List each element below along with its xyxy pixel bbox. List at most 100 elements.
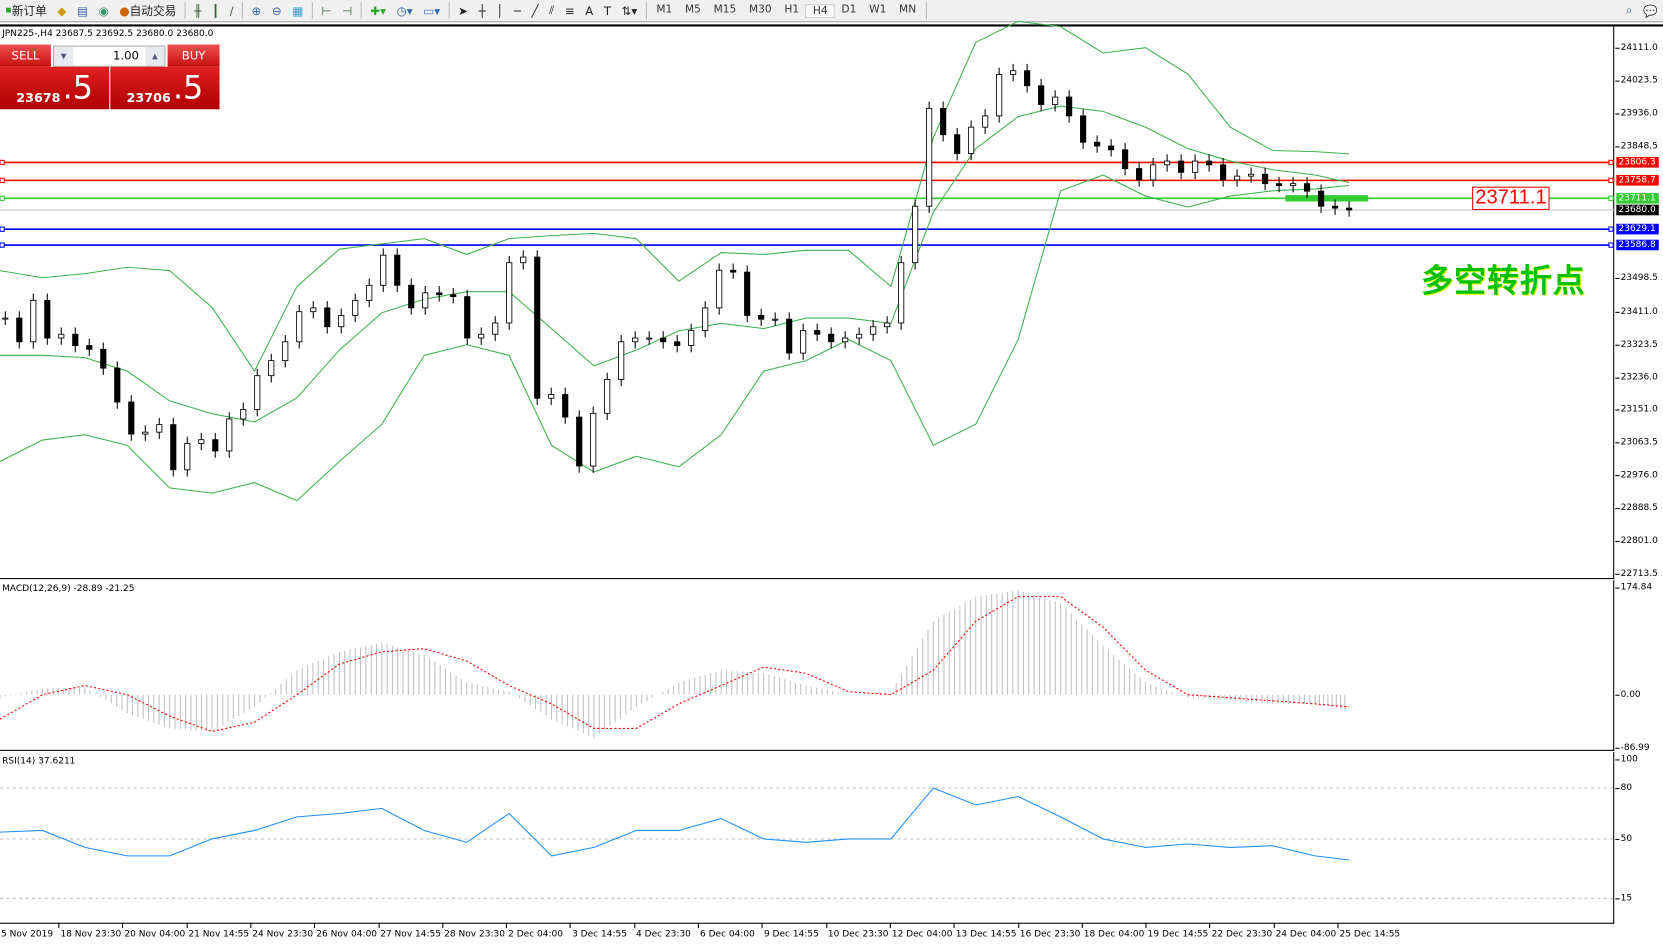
pivot-price-label[interactable]: 23711.1 [1472, 186, 1550, 210]
candle [1066, 96, 1073, 117]
tile-windows-icon[interactable]: ▦ [292, 3, 304, 18]
bar-chart-icon[interactable]: ╫ [194, 3, 202, 18]
signals-icon[interactable]: ◉ [98, 3, 109, 18]
time-tick-label: 16 Dec 23:30 [1017, 922, 1081, 940]
candle [394, 254, 401, 286]
candle [324, 307, 331, 328]
candle [72, 333, 79, 346]
timeframe-mn[interactable]: MN [899, 3, 917, 16]
axis-tick [1615, 344, 1620, 346]
rsi-axis[interactable]: 100 80 50 15 [1615, 752, 1663, 924]
zoom-in-icon[interactable]: ⊕ [251, 3, 262, 18]
axis-tick [1615, 113, 1620, 115]
timeframe-w1[interactable]: W1 [869, 3, 887, 16]
lot-size-input[interactable]: ▼ 1.00 ▲ [53, 45, 166, 67]
candle [1206, 160, 1213, 166]
fibonacci-icon[interactable]: ≡ [564, 3, 575, 18]
new-order-button[interactable]: ▪ 新订单 [5, 4, 47, 19]
axis-tick [1615, 540, 1620, 543]
text-icon[interactable]: A [585, 3, 594, 18]
candle [996, 74, 1003, 117]
text-label-icon[interactable]: T [603, 3, 612, 18]
indicators-icon[interactable]: ✚▾ [370, 3, 387, 18]
cursor-icon[interactable]: ➤ [458, 3, 468, 18]
chart-header: JPN225-,H4 23687.5 23692.5 23680.0 23680… [2, 28, 214, 40]
chart-shift-icon[interactable]: ⊢ [321, 3, 332, 18]
time-tick-label: 2 Dec 04:00 [506, 922, 564, 940]
candle [1024, 70, 1031, 87]
price-tag-resistance: 23758.7 [1616, 175, 1659, 186]
candle [1136, 168, 1143, 181]
vertical-line-icon[interactable]: │ [496, 3, 504, 18]
candle [926, 107, 933, 207]
templates-icon[interactable]: ▭▾ [423, 3, 441, 18]
candle [1010, 70, 1017, 75]
buy-button[interactable]: BUY [167, 44, 220, 67]
time-tick-label: 24 Nov 23:30 [250, 922, 314, 940]
rsi-pane[interactable] [0, 751, 1615, 924]
sell-button[interactable]: SELL [0, 44, 51, 67]
candle [968, 126, 975, 154]
candle [982, 115, 989, 128]
divider [360, 2, 362, 20]
time-tick-label: 10 Dec 23:30 [825, 922, 889, 940]
horizontal-line-icon[interactable]: ─ [513, 3, 521, 18]
timeframe-m1[interactable]: M1 [656, 3, 673, 16]
trendline-icon[interactable]: ╱ [531, 3, 539, 18]
candle [954, 134, 961, 154]
timeframe-m30[interactable]: M30 [749, 3, 772, 16]
candle [58, 333, 65, 339]
time-tick-label: 20 Nov 04:00 [122, 922, 186, 940]
navigator-icon[interactable]: ▤ [76, 3, 89, 18]
candle [772, 318, 779, 321]
timeframe-d1[interactable]: D1 [841, 3, 857, 16]
axis-tick [1615, 442, 1620, 444]
autoscroll-icon[interactable]: ⊣ [342, 3, 353, 18]
lot-decrease-icon[interactable]: ▼ [54, 46, 74, 66]
price-axis[interactable]: 24111.0 24023.5 23936.0 23848.5 23498.5 23411… [1615, 27, 1663, 580]
candle [478, 333, 485, 339]
macd-pane[interactable] [0, 580, 1615, 751]
candlestick-icon[interactable]: ┃ [211, 3, 219, 18]
market-watch-icon[interactable]: ◆ [57, 3, 67, 18]
timeframe-h1[interactable]: H1 [784, 3, 800, 16]
pivot-annotation-text[interactable]: 多空转折点 [1421, 263, 1586, 301]
timeframe-h4[interactable]: H4 [805, 3, 836, 18]
equidistant-channel-icon[interactable]: ⫽ [549, 3, 555, 17]
chat-icon[interactable]: 💬 [1643, 3, 1658, 18]
macd-axis[interactable]: 174.84 0.00 -86.99 [1615, 580, 1663, 753]
candle [366, 284, 373, 301]
candle [534, 256, 541, 399]
candle [520, 256, 527, 264]
timeframe-m15[interactable]: M15 [713, 3, 737, 16]
divider [241, 2, 244, 20]
candle [1052, 96, 1059, 106]
arrows-icon[interactable]: ⇅▾ [621, 3, 638, 18]
rsi-line [0, 787, 1350, 861]
candle [198, 439, 205, 444]
candle [282, 341, 289, 362]
timeframe-m5[interactable]: M5 [684, 3, 701, 16]
candle [268, 360, 275, 377]
search-icon[interactable]: ⌕ [1626, 3, 1633, 17]
price-tag-current: 23680.0 [1616, 204, 1659, 216]
auto-trading-button[interactable]: ● 自动交易 [119, 3, 177, 19]
price-pane[interactable] [0, 26, 1615, 580]
axis-tick-label: 22713.5 [1620, 568, 1658, 580]
line-chart-icon[interactable]: ∕ [229, 3, 234, 18]
macd-signal-line [0, 596, 1350, 733]
crosshair-icon[interactable]: ┼ [478, 3, 486, 18]
lot-increase-icon[interactable]: ▲ [145, 46, 165, 66]
candle [310, 307, 317, 313]
candle [212, 439, 219, 452]
candle [408, 284, 415, 309]
axis-tick [1615, 47, 1620, 49]
zoom-out-icon[interactable]: ⊖ [271, 3, 282, 18]
candle [702, 307, 709, 331]
sell-price[interactable]: 23678.5 [0, 66, 110, 110]
buy-price[interactable]: 23706.5 [110, 66, 220, 110]
candle [674, 341, 681, 346]
periods-icon[interactable]: ◷▾ [396, 3, 413, 18]
divider [448, 2, 450, 20]
candle [170, 424, 177, 471]
